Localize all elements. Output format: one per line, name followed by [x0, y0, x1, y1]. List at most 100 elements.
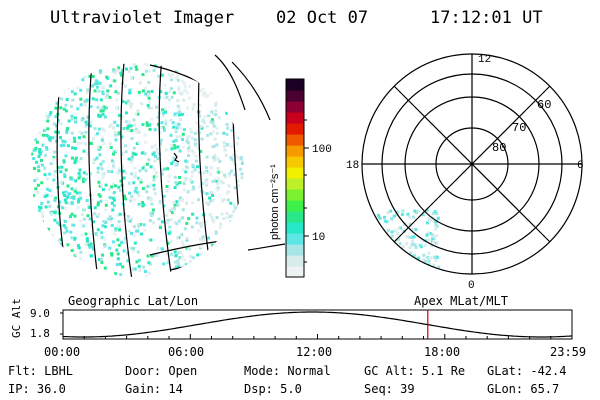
image-pixel — [53, 169, 57, 173]
image-pixel — [198, 131, 202, 135]
image-pixel — [49, 210, 53, 214]
image-pixel — [167, 231, 171, 235]
polar-pixel — [435, 224, 439, 228]
image-pixel — [212, 130, 215, 134]
image-pixel — [101, 109, 105, 113]
image-pixel — [97, 148, 101, 151]
image-pixel — [38, 109, 42, 113]
image-pixel — [150, 214, 154, 217]
image-pixel — [53, 251, 57, 255]
image-pixel — [133, 198, 137, 202]
image-pixel — [116, 213, 120, 217]
image-pixel — [61, 73, 65, 77]
image-pixel — [67, 268, 71, 271]
polar-pixel — [363, 225, 367, 229]
strip-axis-label: GC Alt — [10, 298, 23, 338]
image-pixel — [64, 190, 68, 194]
polar-pixel — [417, 275, 420, 278]
image-pixel — [89, 254, 93, 258]
image-pixel — [52, 84, 56, 88]
polar-pixel — [370, 256, 374, 260]
image-pixel — [234, 218, 237, 222]
polar-pixel — [365, 223, 369, 227]
image-pixel — [199, 149, 203, 153]
image-pixel — [116, 257, 120, 261]
colorbar-segment — [286, 211, 304, 223]
polar-pixel — [435, 234, 439, 238]
image-pixel — [73, 236, 77, 240]
image-pixel — [80, 131, 84, 135]
image-pixel — [200, 267, 204, 271]
image-pixel — [173, 112, 177, 116]
image-pixel — [180, 69, 184, 73]
polar-pixel — [410, 243, 414, 247]
image-pixel — [83, 100, 87, 104]
xtick-1200: 12:00 — [296, 345, 333, 359]
image-pixel — [94, 233, 98, 237]
image-pixel — [136, 250, 140, 254]
image-pixel — [71, 146, 75, 150]
image-pixel — [234, 256, 238, 260]
image-pixel — [49, 266, 53, 270]
image-pixel — [31, 246, 35, 250]
image-pixel — [156, 275, 160, 277]
image-pixel — [171, 211, 174, 214]
image-pixel — [113, 191, 117, 194]
image-pixel — [193, 168, 197, 172]
polar-pixel — [362, 229, 363, 233]
image-pixel — [108, 142, 112, 146]
image-pixel — [30, 152, 34, 156]
image-pixel — [87, 243, 91, 247]
image-pixel — [33, 124, 37, 128]
image-pixel — [38, 71, 42, 75]
polar-pixel — [390, 230, 394, 234]
image-pixel — [80, 223, 84, 227]
colorbar-segment — [286, 222, 304, 234]
polar-pixel — [396, 250, 400, 254]
image-pixel — [112, 126, 115, 130]
app-title: Ultraviolet Imager — [50, 8, 235, 28]
image-pixel — [115, 263, 119, 267]
image-pixel — [233, 186, 237, 190]
image-pixel — [204, 276, 208, 277]
image-pixel — [201, 257, 205, 261]
image-pixel — [41, 211, 44, 215]
polar-pixel — [437, 265, 441, 269]
image-pixel — [189, 260, 193, 264]
image-pixel — [63, 140, 67, 144]
image-pixel — [162, 262, 166, 266]
polar-pixel — [380, 278, 383, 281]
image-pixel — [37, 89, 41, 93]
image-pixel — [216, 182, 220, 186]
image-pixel — [128, 91, 132, 95]
image-pixel — [165, 185, 169, 188]
polar-pixel — [430, 233, 434, 237]
polar-pixel — [371, 222, 375, 226]
image-pixel — [223, 148, 227, 152]
image-pixel — [152, 187, 156, 191]
image-pixel — [205, 125, 209, 129]
image-pixel — [182, 89, 186, 93]
image-pixel — [127, 229, 131, 233]
image-pixel — [104, 208, 108, 212]
polar-pixel — [409, 279, 412, 282]
image-pixel — [222, 96, 225, 100]
image-pixel — [212, 247, 216, 250]
image-pixel — [162, 194, 166, 198]
image-pixel — [212, 220, 216, 224]
image-pixel — [152, 178, 156, 182]
image-pixel — [100, 183, 104, 187]
image-pixel — [30, 122, 34, 126]
image-pixel — [107, 188, 111, 191]
image-pixel — [181, 134, 185, 138]
image-pixel — [142, 203, 146, 207]
image-pixel — [48, 172, 52, 176]
image-pixel — [135, 229, 139, 233]
image-pixel — [55, 244, 59, 248]
image-pixel — [52, 69, 56, 73]
image-pixel — [194, 268, 198, 272]
image-pixel — [219, 96, 223, 100]
image-pixel — [163, 107, 167, 111]
image-pixel — [226, 227, 230, 231]
polar-pixel — [379, 243, 383, 247]
